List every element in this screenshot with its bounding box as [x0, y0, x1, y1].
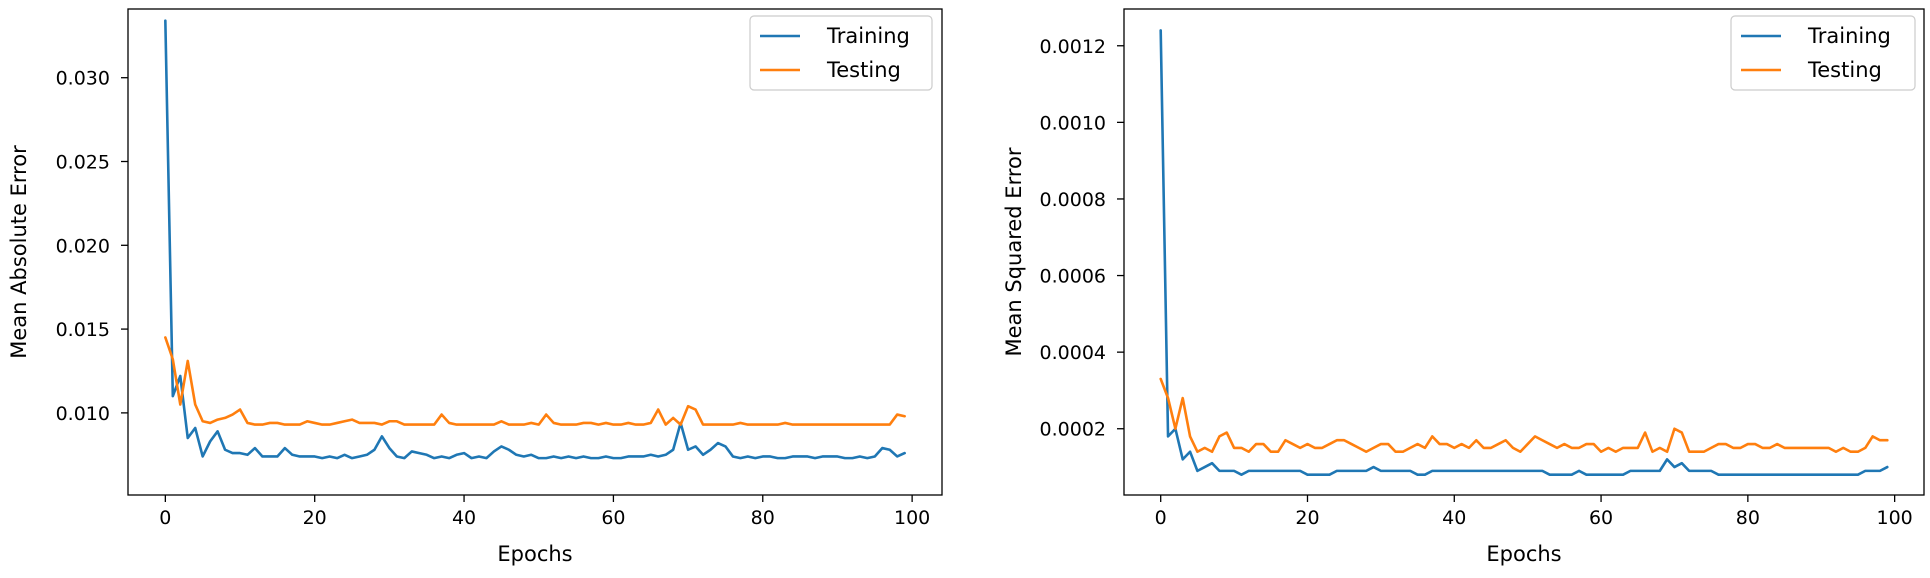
- legend-box: [1730, 15, 1916, 91]
- x-tick-label: 20: [1295, 507, 1319, 529]
- legend: Training Testing: [1730, 15, 1916, 91]
- x-tick-label: 80: [1736, 507, 1760, 529]
- y-tick-label: 0.025: [56, 152, 110, 174]
- y-tick-label: 0.015: [56, 319, 110, 341]
- legend-label-training: Training: [826, 24, 910, 48]
- y-tick-label: 0.0012: [1040, 36, 1106, 58]
- legend-label-testing: Testing: [826, 58, 901, 82]
- x-tick-label: 40: [452, 507, 476, 529]
- y-axis-title: Mean Squared Error: [1002, 147, 1026, 356]
- mse-chart: 0 20 40 60 80 100 0.0002 0.0004 0.0006 0.0008 0.00…: [1002, 8, 1925, 566]
- legend-label-training: Training: [1807, 24, 1891, 48]
- x-tick-label: 0: [159, 507, 171, 529]
- y-tick-label: 0.030: [56, 68, 110, 90]
- y-axis-title: Mean Absolute Error: [7, 145, 31, 359]
- legend-label-testing: Testing: [1807, 58, 1882, 82]
- x-tick-label: 80: [751, 507, 775, 529]
- x-tick-label: 0: [1155, 507, 1167, 529]
- y-tick-label: 0.010: [56, 403, 110, 425]
- x-tick-label: 60: [1589, 507, 1613, 529]
- series-line-testing: [1159, 377, 1889, 454]
- x-tick-label: 100: [1877, 507, 1913, 529]
- legend-box: [749, 15, 933, 91]
- y-tick-label: 0.020: [56, 235, 110, 257]
- y-tick-label: 0.0006: [1040, 266, 1106, 288]
- y-tick-label: 0.0010: [1040, 112, 1106, 134]
- y-tick-label: 0.0002: [1040, 419, 1106, 441]
- y-tick-label: 0.0004: [1040, 342, 1106, 364]
- x-axis-title: Epochs: [1486, 542, 1561, 566]
- x-tick-label: 60: [601, 507, 625, 529]
- x-axis-title: Epochs: [497, 542, 572, 566]
- y-tick-label: 0.0008: [1040, 189, 1106, 211]
- series-line-testing: [164, 336, 906, 426]
- x-tick-label: 100: [894, 507, 930, 529]
- x-tick-label: 40: [1442, 507, 1466, 529]
- legend: Training Testing: [749, 15, 933, 91]
- series-line-training: [164, 19, 906, 460]
- mae-chart: 0 20 40 60 80 100 0.010 0.015 0.020 0.025 0.030 Epo…: [7, 8, 943, 566]
- plot-frame: [1123, 8, 1925, 496]
- x-tick-label: 20: [303, 507, 327, 529]
- series-line-training: [1159, 29, 1889, 477]
- plot-frame: [127, 8, 943, 496]
